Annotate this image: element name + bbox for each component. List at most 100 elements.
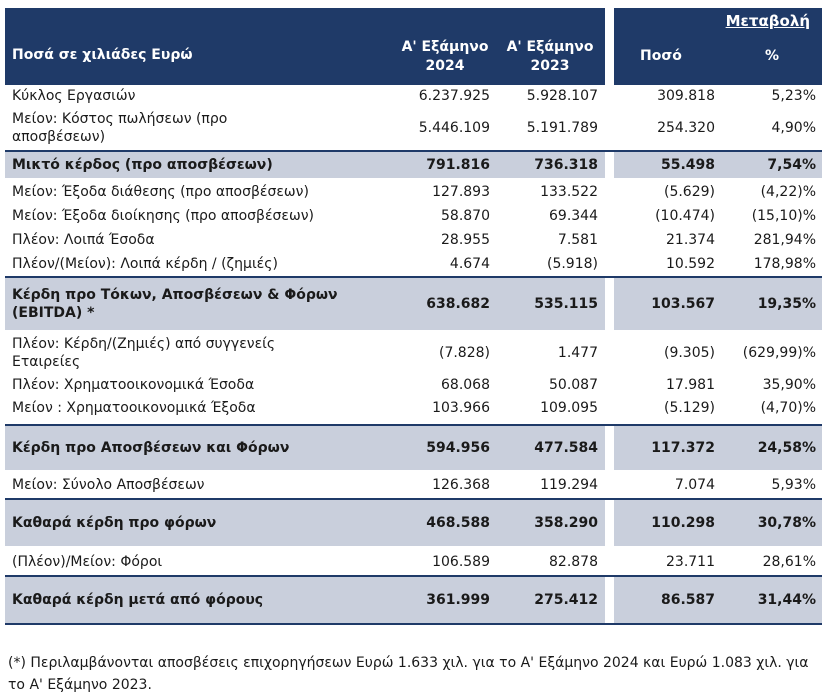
row-value: (5.129) bbox=[663, 400, 715, 416]
row-value: 106.589 bbox=[432, 553, 490, 570]
row-value: 103.966 bbox=[432, 400, 490, 416]
row-value: 86.587 bbox=[660, 592, 715, 608]
row-value: (15,10)% bbox=[751, 207, 816, 224]
header-col: Α' Εξάμηνο 2024 bbox=[401, 39, 489, 74]
row-value: 69.344 bbox=[549, 207, 598, 224]
row-value: 6.237.925 bbox=[418, 87, 490, 104]
row-value: 68.068 bbox=[441, 376, 490, 393]
row-value: 535.115 bbox=[534, 296, 598, 312]
row-value: 361.999 bbox=[426, 592, 490, 608]
row-value: 281,94% bbox=[753, 232, 816, 248]
row-value: 30,78% bbox=[757, 515, 816, 531]
row-border bbox=[5, 424, 822, 426]
row-value: 638.682 bbox=[426, 296, 490, 312]
row-value: 28.955 bbox=[441, 232, 490, 248]
row-value: 119.294 bbox=[540, 477, 598, 493]
row-value: (9.305) bbox=[663, 344, 715, 361]
row-highlight bbox=[614, 500, 822, 546]
header-col: Α' Εξάμηνο 2023 bbox=[506, 39, 594, 74]
row-value: 5,93% bbox=[771, 477, 816, 493]
row-value: (629,99)% bbox=[742, 344, 816, 361]
row-value: 358.290 bbox=[534, 515, 598, 531]
row-highlight bbox=[5, 426, 605, 470]
row-value: 7.074 bbox=[674, 477, 715, 493]
row-border bbox=[5, 276, 822, 278]
row-highlight bbox=[5, 577, 605, 623]
row-value: 58.870 bbox=[441, 207, 490, 224]
header-label: Ποσά σε χιλιάδες Ευρώ bbox=[12, 47, 193, 63]
row-value: 5,23% bbox=[771, 87, 816, 104]
row-value: 5.928.107 bbox=[526, 87, 598, 104]
row-value: (5.918) bbox=[546, 256, 598, 272]
row-value: 109.095 bbox=[540, 400, 598, 416]
row-label: Πλέον/(Μείον): Λοιπά κέρδη / (ζημιές) bbox=[12, 256, 278, 272]
row-highlight bbox=[5, 500, 605, 546]
row-value: 55.498 bbox=[660, 157, 715, 173]
row-label: Πλέον: Κέρδη/(Ζημιές) από συγγενείς Εται… bbox=[12, 335, 276, 370]
row-highlight bbox=[5, 152, 605, 178]
row-border bbox=[5, 498, 822, 500]
row-label: Μείον: Έξοδα διοίκησης (προ αποσβέσεων) bbox=[12, 207, 314, 224]
row-value: 127.893 bbox=[432, 183, 490, 200]
row-value: 21.374 bbox=[666, 232, 715, 248]
row-value: (4,22)% bbox=[760, 183, 816, 200]
row-value: 7.581 bbox=[557, 232, 598, 248]
row-label: Καθαρά κέρδη μετά από φόρους bbox=[12, 592, 264, 608]
row-label: Πλέον: Λοιπά Έσοδα bbox=[12, 232, 155, 248]
row-value: 133.522 bbox=[540, 183, 598, 200]
row-highlight bbox=[614, 278, 822, 330]
row-value: 35,90% bbox=[762, 376, 816, 393]
header-percent: % bbox=[765, 48, 780, 64]
row-value: 178,98% bbox=[753, 256, 816, 272]
row-value: 126.368 bbox=[432, 477, 490, 493]
row-value: (4,70)% bbox=[760, 400, 816, 416]
row-label: Κύκλος Εργασιών bbox=[12, 87, 136, 104]
row-value: 309.818 bbox=[657, 87, 715, 104]
row-value: 791.816 bbox=[426, 157, 490, 173]
row-value: 31,44% bbox=[757, 592, 816, 608]
row-highlight bbox=[614, 152, 822, 178]
row-label: Μείον: Σύνολο Αποσβέσεων bbox=[12, 477, 205, 493]
row-value: 23.711 bbox=[666, 553, 715, 570]
row-label: Πλέον: Χρηματοοικονομικά Έσοδα bbox=[12, 376, 255, 393]
row-value: 19,35% bbox=[757, 296, 816, 312]
row-highlight bbox=[614, 577, 822, 623]
header-right bbox=[614, 8, 822, 85]
row-label: Κέρδη προ Αποσβέσεων και Φόρων bbox=[12, 440, 290, 456]
row-value: 50.087 bbox=[549, 376, 598, 393]
row-label: Καθαρά κέρδη προ φόρων bbox=[12, 515, 217, 531]
row-label: Μείον: Έξοδα διάθεσης (προ αποσβέσεων) bbox=[12, 183, 309, 200]
row-value: 117.372 bbox=[651, 440, 715, 456]
row-value: (5.629) bbox=[663, 183, 715, 200]
row-value: 736.318 bbox=[534, 157, 598, 173]
row-highlight bbox=[614, 426, 822, 470]
row-value: 5.446.109 bbox=[418, 120, 490, 136]
header-amount: Ποσό bbox=[640, 48, 682, 64]
row-value: 110.298 bbox=[651, 515, 715, 531]
row-label: Κέρδη προ Τόκων, Αποσβέσεων & Φόρων (EBI… bbox=[12, 287, 338, 321]
row-value: 1.477 bbox=[557, 344, 598, 361]
row-value: 17.981 bbox=[666, 376, 715, 393]
row-label: Μείον: Κόστος πωλήσεων (προ αποσβέσεων) bbox=[12, 111, 228, 145]
row-value: 275.412 bbox=[534, 592, 598, 608]
footnote: (*) Περιλαμβάνονται αποσβέσεις επιχορηγή… bbox=[8, 655, 809, 693]
header-change: Μεταβολή bbox=[614, 12, 822, 30]
row-border bbox=[5, 575, 822, 577]
row-value: 10.592 bbox=[666, 256, 715, 272]
row-value: 24,58% bbox=[757, 440, 816, 456]
row-label: (Πλέον)/Μείον: Φόροι bbox=[12, 553, 163, 570]
row-label: Μικτό κέρδος (προ αποσβέσεων) bbox=[12, 157, 273, 173]
row-value: 7,54% bbox=[767, 157, 816, 173]
row-highlight bbox=[5, 278, 605, 330]
row-value: 82.878 bbox=[549, 553, 598, 570]
row-value: 4.674 bbox=[449, 256, 490, 272]
change-text: Μεταβολή bbox=[725, 12, 810, 30]
row-value: 4,90% bbox=[771, 120, 816, 136]
row-value: 468.588 bbox=[426, 515, 490, 531]
row-value: 477.584 bbox=[534, 440, 598, 456]
row-border bbox=[5, 150, 822, 152]
header-left bbox=[5, 8, 605, 85]
row-value: 103.567 bbox=[651, 296, 715, 312]
row-value: 254.320 bbox=[657, 120, 715, 136]
